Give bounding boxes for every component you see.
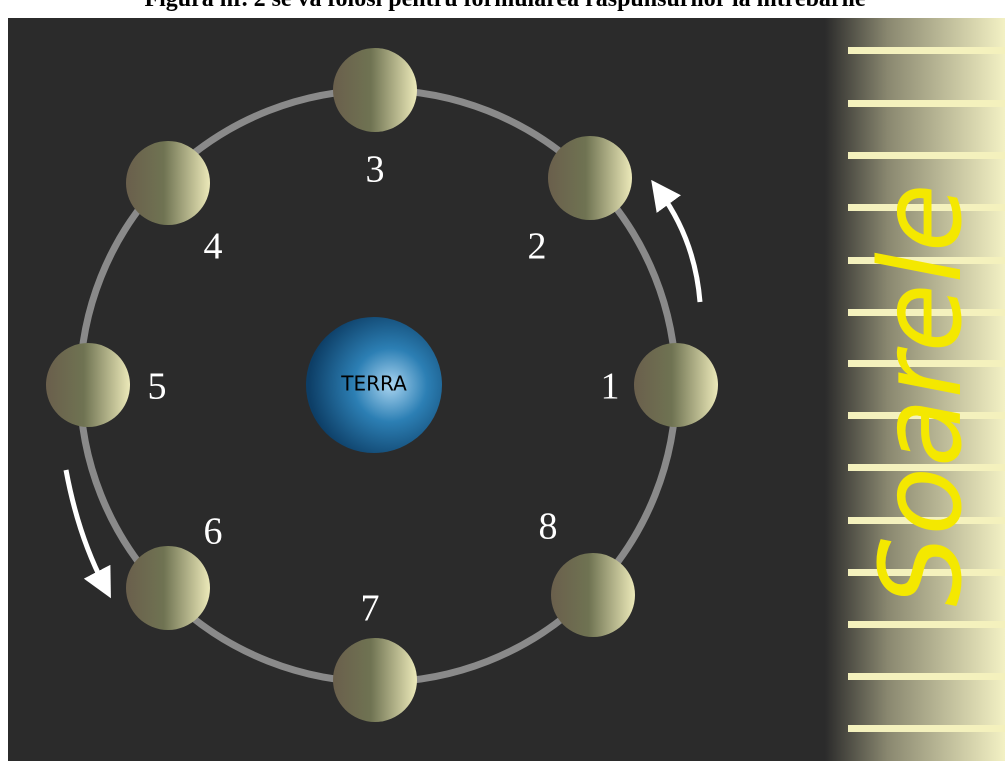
position-label: 5 <box>148 366 167 408</box>
moon <box>548 136 632 220</box>
position-label: 6 <box>204 511 223 553</box>
orbit-diagram: Soarele Figura nr. 2 se va folosi pentru… <box>0 0 1005 761</box>
earth-label: TERRA <box>340 372 407 396</box>
moon <box>333 638 417 722</box>
moon <box>333 48 417 132</box>
position-label: 8 <box>539 506 558 548</box>
moon <box>634 343 718 427</box>
moon <box>126 141 210 225</box>
moon <box>126 546 210 630</box>
position-label: 1 <box>601 366 620 408</box>
moon <box>551 553 635 637</box>
sun-label: Soarele <box>857 183 987 606</box>
position-label: 7 <box>361 588 380 630</box>
position-label: 4 <box>204 226 223 268</box>
position-label: 2 <box>528 226 547 268</box>
position-label: 3 <box>366 149 385 191</box>
title: Figura nr. 2 se va folosi pentru formula… <box>144 0 865 12</box>
moon <box>46 343 130 427</box>
